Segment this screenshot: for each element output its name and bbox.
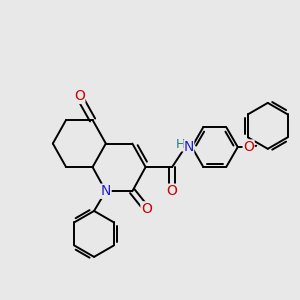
Text: O: O — [74, 89, 85, 103]
Text: N: N — [184, 140, 194, 154]
Text: O: O — [141, 202, 152, 216]
Text: H: H — [175, 138, 185, 151]
Text: O: O — [243, 140, 254, 154]
Text: N: N — [100, 184, 111, 198]
Text: O: O — [167, 184, 178, 198]
